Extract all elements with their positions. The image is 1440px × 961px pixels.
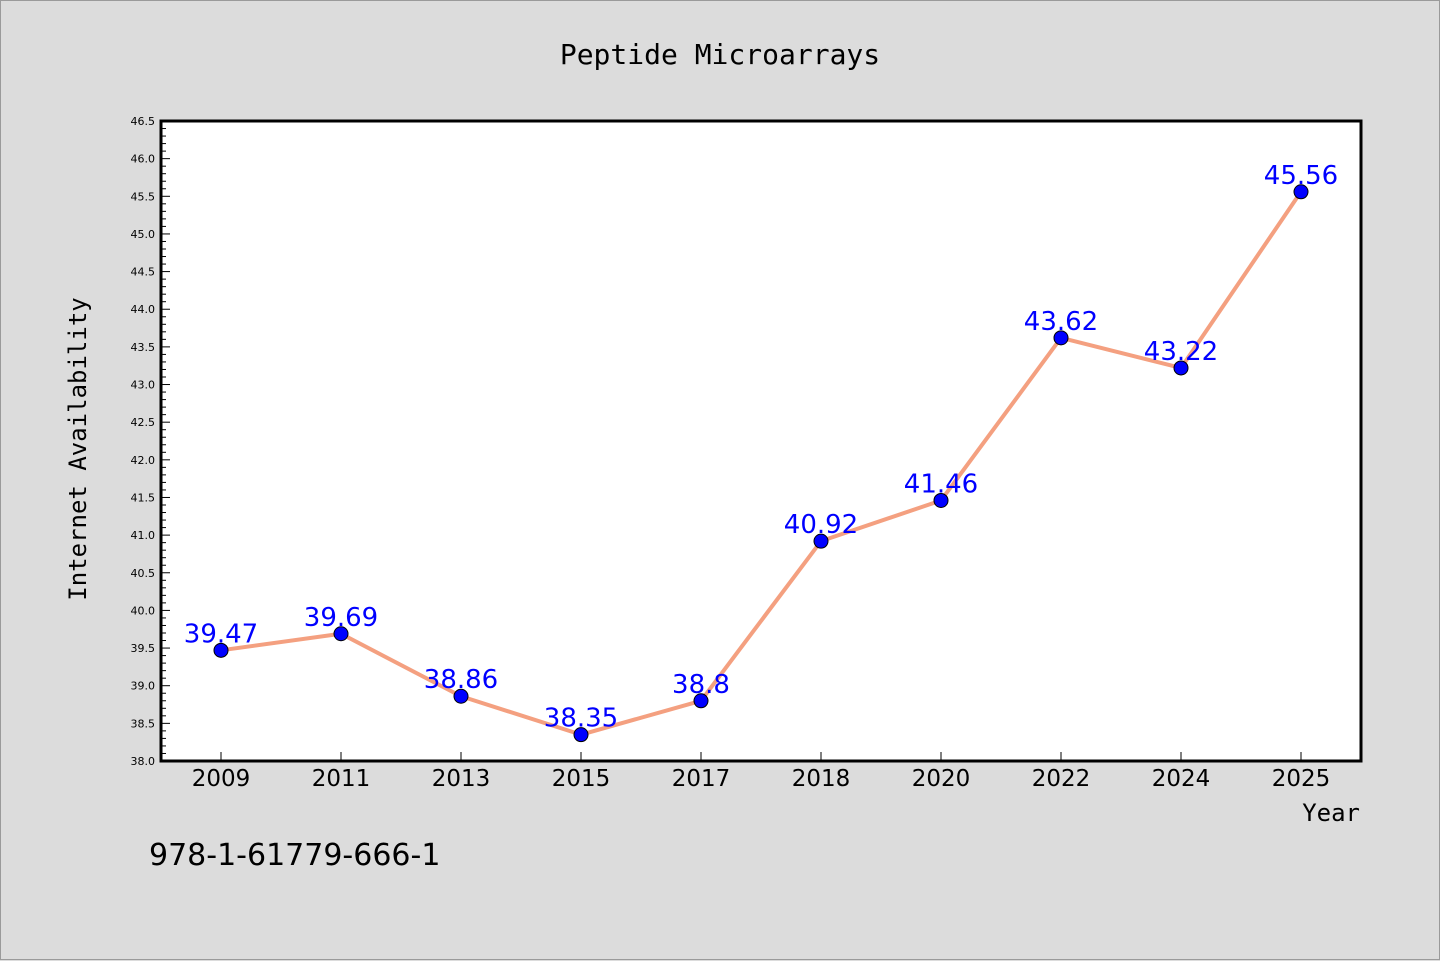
data-point [333,626,349,642]
x-axis-ticks: 2009 2011 2013 2015 2017 2018 2020 2022 2024 2025 [192,752,1331,792]
y-tick-label: 45.5 [131,190,156,203]
data-markers [213,184,1309,743]
chart-title: Peptide Microarrays [560,38,880,71]
y-tick-label: 45.0 [131,228,156,241]
data-point [1293,184,1309,200]
data-point [933,492,949,508]
data-label: 41.46 [904,469,978,499]
data-point [813,533,829,549]
data-point [213,642,229,658]
y-tick-label: 40.5 [131,567,156,580]
data-label: 43.62 [1024,307,1098,337]
y-axis-label: Internet Availability [64,297,92,600]
y-tick-label: 43.5 [131,341,156,354]
data-label: 40.92 [784,510,858,540]
x-tick-label: 2025 [1272,766,1331,792]
y-tick-label: 42.5 [131,416,156,429]
y-tick-label: 46.0 [131,153,156,166]
y-tick-label: 38.5 [131,717,156,730]
y-tick-label: 46.5 [131,115,156,128]
x-tick-label: 2011 [312,766,371,792]
y-tick-label: 42.0 [131,454,156,467]
x-tick-label: 2017 [672,766,731,792]
y-tick-label: 39.5 [131,642,156,655]
y-tick-label: 43.0 [131,379,156,392]
series-line [219,189,1303,737]
plot-frame [159,119,1363,763]
x-tick-label: 2024 [1152,766,1211,792]
data-label: 38.86 [424,665,498,695]
y-tick-label: 44.0 [131,303,156,316]
y-tick-label: 39.0 [131,680,156,693]
x-axis-label: Year [1302,799,1360,827]
y-tick-label: 40.0 [131,604,156,617]
data-labels: 39.47 39.69 38.86 38.35 38.8 40.92 41.46 43.62 4… [184,161,1338,734]
x-tick-label: 2020 [912,766,971,792]
x-tick-label: 2018 [792,766,851,792]
data-point [453,688,469,704]
data-point [693,693,709,709]
footnote-isbn: 978-1-61779-666-1 [149,838,440,873]
plot-area [161,121,1361,761]
y-tick-label: 44.5 [131,266,156,279]
x-tick-label: 2022 [1032,766,1091,792]
x-tick-label: 2015 [552,766,611,792]
data-point [573,727,589,743]
data-label: 39.69 [304,603,378,633]
data-point [1173,360,1189,376]
data-label: 38.35 [544,704,618,734]
x-tick-label: 2009 [192,766,251,792]
y-tick-label: 38.0 [131,755,156,768]
x-tick-label: 2013 [432,766,491,792]
data-label: 39.47 [184,619,258,649]
data-label: 38.8 [672,670,730,700]
y-tick-label: 41.5 [131,491,156,504]
data-label: 43.22 [1144,337,1218,367]
data-label: 45.56 [1264,161,1338,191]
y-tick-label: 41.0 [131,529,156,542]
data-point [1053,330,1069,346]
